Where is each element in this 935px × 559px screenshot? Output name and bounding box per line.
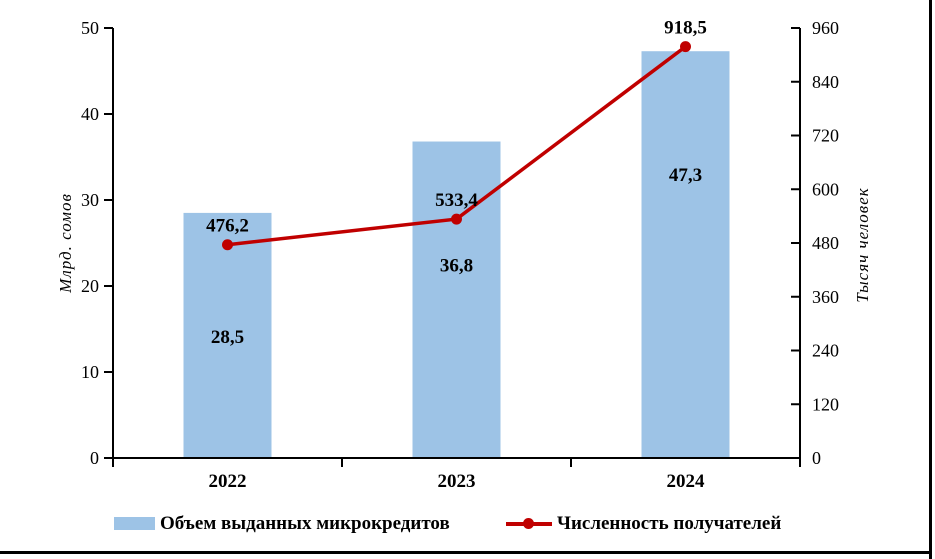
bar-2022 [183,212,272,458]
legend-label-bar: Объем выданных микрокредитов [160,512,450,534]
right-axis-tick-label: 240 [812,341,839,361]
right-axis-tick-label: 480 [812,233,839,253]
x-axis-category-label: 2022 [209,471,247,492]
legend-entry-line: Численность получателей [506,512,782,534]
left-axis-tick-label: 50 [81,18,99,38]
line-data-label: 533,4 [435,190,478,211]
right-axis-tick-label: 840 [812,72,839,92]
right-axis-title: Тысяч человек [853,187,872,303]
legend-label-line: Численность получателей [557,512,782,534]
right-axis-tick-label: 120 [812,394,839,414]
right-axis-tick-label: 720 [812,126,839,146]
left-axis-tick-label: 40 [81,104,99,124]
left-axis-tick-label: 20 [81,276,99,296]
legend-swatch-bar-icon [114,517,155,530]
right-axis-tick-label: 360 [812,287,839,307]
line-data-label: 476,2 [206,216,249,237]
legend-line-marker-icon [506,514,552,533]
left-axis-tick-label: 10 [81,362,99,382]
figure-border-bottom [0,551,932,554]
left-axis-tick-label: 30 [81,190,99,210]
line-marker [451,213,462,225]
line-marker [680,41,691,53]
legend-entry-bar: Объем выданных микрокредитов [114,512,450,534]
bar-2023 [412,141,501,458]
bar-data-label: 36,8 [440,256,473,277]
x-axis-category-label: 2023 [438,471,476,492]
line-marker [222,239,233,251]
x-axis-category-label: 2024 [667,471,706,492]
line-data-label: 918,5 [664,18,707,39]
bar-data-label: 28,5 [211,327,244,348]
figure-border-right [929,0,932,559]
left-axis-title: Млрд. сомов [56,193,75,293]
bar-2024 [641,51,730,458]
left-axis-tick-label: 0 [90,448,99,468]
bar-data-label: 47,3 [669,165,702,186]
right-axis-tick-label: 960 [812,18,839,38]
right-axis-tick-label: 0 [812,448,821,468]
right-axis-tick-label: 600 [812,179,839,199]
